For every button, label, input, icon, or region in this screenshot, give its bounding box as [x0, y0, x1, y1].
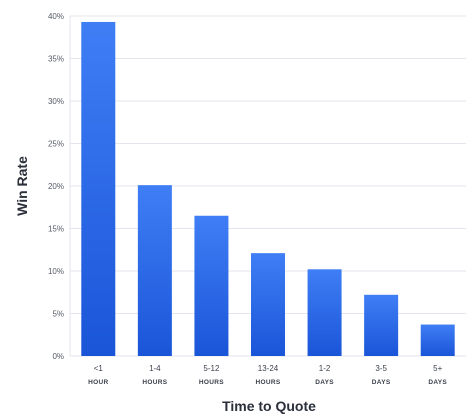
y-tick-label: 10% [48, 267, 64, 276]
y-tick-label: 5% [52, 310, 64, 319]
x-tick-label: 3-5 [375, 364, 387, 373]
bar [137, 185, 172, 356]
x-tick-label: <1 [94, 364, 104, 373]
x-tick-sublabel: HOURS [199, 379, 224, 386]
y-tick-label: 25% [48, 140, 64, 149]
y-axis-ticks: 0% 5% 10% 15% 20% 25% 30% 35% 40% [48, 12, 64, 361]
y-tick-label: 20% [48, 182, 64, 191]
bar [364, 294, 399, 356]
x-tick-label: 13-24 [258, 364, 279, 373]
y-tick-label: 15% [48, 225, 64, 234]
bar [251, 253, 285, 356]
x-tick-sublabel: DAYS [372, 379, 391, 386]
bars [81, 21, 455, 356]
bar [420, 324, 455, 356]
x-axis-ticks: <1 HOUR 1-4 HOURS 5-12 HOURS 13-24 HOURS 1-2 DAYS… [88, 364, 447, 386]
gridlines [69, 15, 466, 357]
x-tick-label: 1-2 [319, 364, 331, 373]
x-tick-label: 5-12 [203, 364, 220, 373]
x-tick-sublabel: HOURS [256, 379, 281, 386]
y-axis-title: Win Rate [14, 156, 30, 216]
x-tick-sublabel: DAYS [428, 379, 447, 386]
x-axis-title: Time to Quote [222, 398, 316, 414]
x-tick-label: 1-4 [149, 364, 161, 373]
x-tick-sublabel: DAYS [315, 379, 334, 386]
bar [194, 215, 229, 356]
x-tick-sublabel: HOUR [88, 379, 108, 386]
y-tick-label: 0% [52, 352, 64, 361]
bar [81, 21, 116, 356]
x-tick-label: 5+ [433, 364, 442, 373]
y-tick-label: 30% [48, 97, 64, 106]
x-tick-sublabel: HOURS [142, 379, 167, 386]
y-tick-label: 35% [48, 55, 64, 64]
bar [307, 269, 342, 356]
y-tick-label: 40% [48, 12, 64, 21]
